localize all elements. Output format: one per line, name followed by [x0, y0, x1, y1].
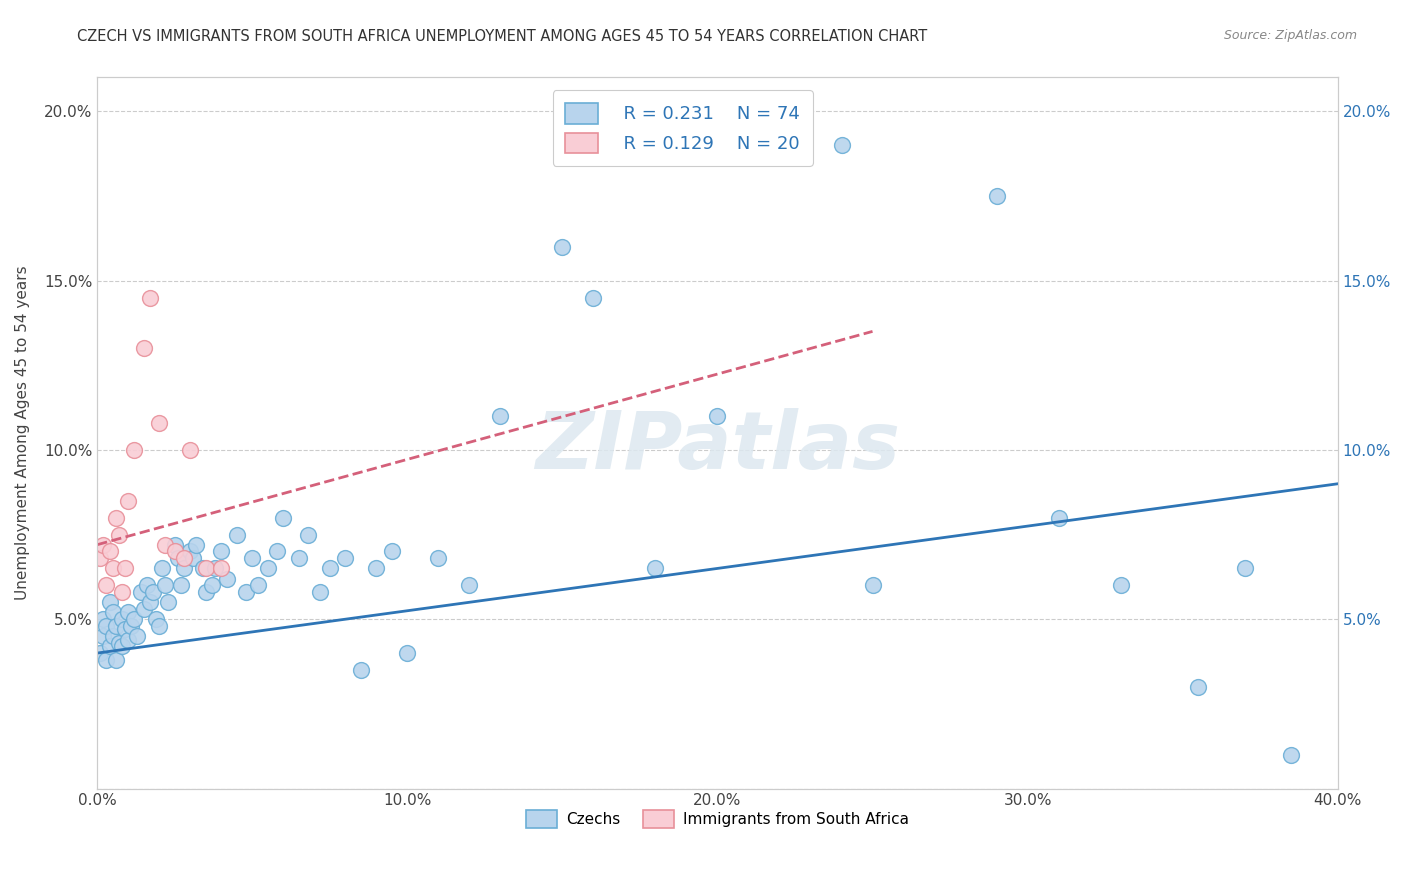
Point — [91, 612, 114, 626]
Point — [256, 561, 278, 575]
Point — [155, 538, 177, 552]
Point — [135, 578, 157, 592]
Point — [194, 561, 217, 575]
Point — [191, 561, 214, 575]
Point — [309, 585, 332, 599]
Text: ZIPatlas: ZIPatlas — [534, 409, 900, 486]
Point — [489, 409, 512, 423]
Point — [98, 544, 121, 558]
Point — [108, 636, 131, 650]
Point — [297, 527, 319, 541]
Point — [108, 527, 131, 541]
Point — [201, 578, 224, 592]
Point — [582, 291, 605, 305]
Point — [111, 640, 134, 654]
Point — [132, 602, 155, 616]
Point — [209, 561, 232, 575]
Point — [209, 544, 232, 558]
Point — [132, 342, 155, 356]
Point — [120, 619, 142, 633]
Point — [148, 619, 170, 633]
Point — [247, 578, 270, 592]
Point — [381, 544, 404, 558]
Point — [150, 561, 173, 575]
Point — [104, 510, 127, 524]
Text: Source: ZipAtlas.com: Source: ZipAtlas.com — [1223, 29, 1357, 42]
Point — [155, 578, 177, 592]
Point — [235, 585, 257, 599]
Point — [96, 578, 118, 592]
Point — [1187, 680, 1209, 694]
Point — [644, 561, 666, 575]
Point — [104, 653, 127, 667]
Point — [101, 629, 124, 643]
Point — [396, 646, 419, 660]
Point — [271, 510, 294, 524]
Point — [335, 551, 357, 566]
Point — [1109, 578, 1132, 592]
Point — [96, 619, 118, 633]
Point — [114, 561, 136, 575]
Point — [240, 551, 263, 566]
Point — [986, 189, 1008, 203]
Point — [114, 623, 136, 637]
Point — [129, 585, 152, 599]
Point — [831, 138, 853, 153]
Point — [148, 416, 170, 430]
Point — [96, 653, 118, 667]
Point — [186, 538, 208, 552]
Point — [179, 544, 201, 558]
Point — [142, 585, 165, 599]
Point — [101, 561, 124, 575]
Point — [350, 663, 373, 677]
Point — [163, 544, 186, 558]
Point — [139, 291, 162, 305]
Point — [111, 585, 134, 599]
Point — [287, 551, 309, 566]
Point — [104, 619, 127, 633]
Point — [163, 538, 186, 552]
Point — [366, 561, 388, 575]
Point — [124, 442, 146, 457]
Point — [117, 632, 139, 647]
Point — [217, 572, 239, 586]
Point — [145, 612, 167, 626]
Point — [166, 551, 188, 566]
Point — [117, 493, 139, 508]
Point — [173, 561, 195, 575]
Point — [427, 551, 450, 566]
Point — [98, 640, 121, 654]
Point — [89, 551, 111, 566]
Text: CZECH VS IMMIGRANTS FROM SOUTH AFRICA UNEMPLOYMENT AMONG AGES 45 TO 54 YEARS COR: CZECH VS IMMIGRANTS FROM SOUTH AFRICA UN… — [77, 29, 928, 44]
Point — [1233, 561, 1256, 575]
Point — [157, 595, 180, 609]
Point — [139, 595, 162, 609]
Point — [89, 646, 111, 660]
Point — [181, 551, 204, 566]
Point — [862, 578, 884, 592]
Point — [101, 606, 124, 620]
Point — [1047, 510, 1070, 524]
Point — [91, 629, 114, 643]
Point — [225, 527, 247, 541]
Point — [117, 606, 139, 620]
Y-axis label: Unemployment Among Ages 45 to 54 years: Unemployment Among Ages 45 to 54 years — [15, 266, 30, 600]
Point — [194, 585, 217, 599]
Point — [124, 612, 146, 626]
Point — [266, 544, 288, 558]
Point — [170, 578, 193, 592]
Point — [551, 240, 574, 254]
Point — [179, 442, 201, 457]
Legend: Czechs, Immigrants from South Africa: Czechs, Immigrants from South Africa — [520, 805, 915, 834]
Point — [319, 561, 342, 575]
Point — [98, 595, 121, 609]
Point — [111, 612, 134, 626]
Point — [173, 551, 195, 566]
Point — [458, 578, 481, 592]
Point — [127, 629, 149, 643]
Point — [91, 538, 114, 552]
Point — [204, 561, 226, 575]
Point — [706, 409, 728, 423]
Point — [1279, 747, 1302, 762]
